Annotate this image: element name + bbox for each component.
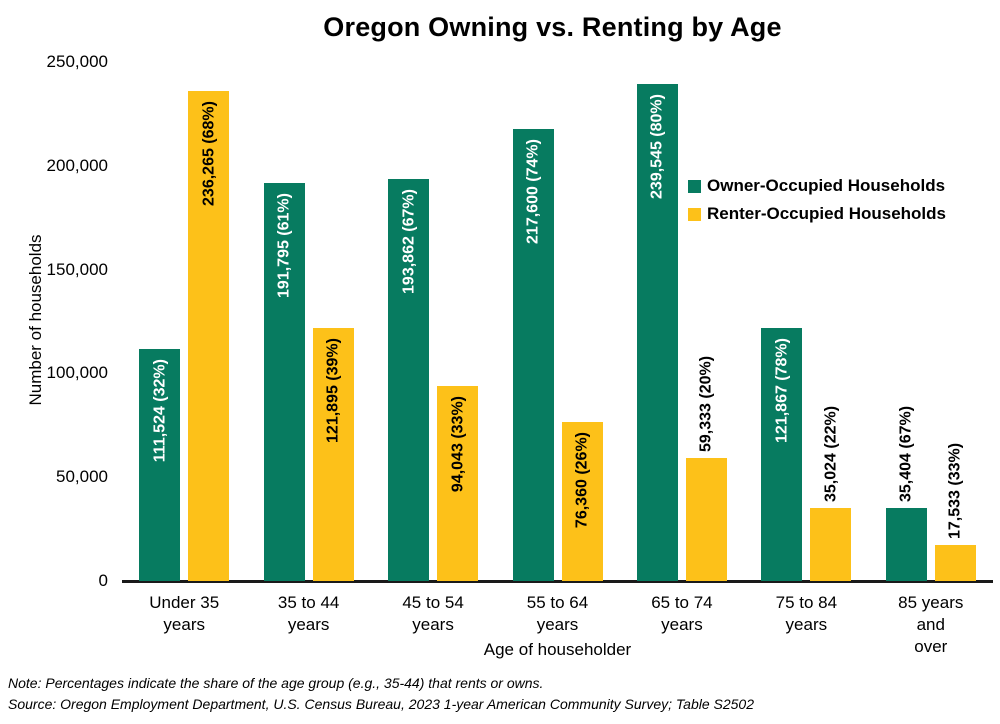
bar-label-renter-0: 236,265 (68%)	[200, 100, 218, 206]
legend-label-owner: Owner-Occupied Households	[707, 176, 946, 195]
bar-renter-3	[561, 422, 603, 581]
x-tick-label-2: 45 to 54 years	[402, 593, 464, 634]
bar-label-renter-4: 59,333 (20%)	[697, 355, 715, 452]
y-tick-label-150000: 150,000	[46, 259, 108, 279]
y-tick-label-200000: 200,000	[46, 155, 108, 175]
legend: Owner-Occupied Households Renter-Occupied…	[688, 176, 946, 232]
bar-label-renter-1: 121,895 (39%)	[324, 337, 342, 443]
legend-label-renter: Renter-Occupied Households	[707, 204, 946, 223]
x-tick-label-4: 65 to 74 years	[651, 593, 713, 634]
x-tick-label-6: 85 years and over	[898, 593, 964, 656]
legend-item-owner: Owner-Occupied Households	[688, 176, 946, 196]
bar-label-renter-5: 35,024 (22%)	[822, 406, 840, 503]
chart-title: Oregon Owning vs. Renting by Age	[323, 12, 782, 42]
bar-label-renter-3: 76,360 (26%)	[573, 432, 591, 529]
bar-renter-6	[934, 544, 976, 581]
bar-label-owner-0: 111,524 (32%)	[151, 359, 169, 463]
x-axis-title: Age of householder	[483, 640, 632, 659]
x-axis-line	[122, 580, 993, 583]
x-tick-label-1: 35 to 44 years	[277, 593, 340, 634]
bar-renter-0	[188, 90, 230, 581]
bar-label-owner-2: 193,862 (67%)	[400, 188, 418, 294]
bar-renter-5	[810, 508, 852, 581]
bar-renter-4	[685, 457, 727, 581]
y-tick-label-50000: 50,000	[56, 467, 108, 487]
footnotes: Note: Percentages indicate the share of …	[8, 673, 992, 715]
bar-owner-6	[885, 507, 927, 581]
bar-label-owner-4: 239,545 (80%)	[648, 93, 666, 199]
bar-owner-5	[761, 328, 803, 581]
bar-label-owner-6: 35,404 (67%)	[897, 405, 915, 502]
source-line: Source: Oregon Employment Department, U.…	[8, 696, 754, 712]
bar-label-renter-2: 94,043 (33%)	[449, 395, 467, 492]
bar-label-owner-5: 121,867 (78%)	[773, 338, 791, 443]
legend-item-renter: Renter-Occupied Households	[688, 204, 946, 224]
y-tick-label-250000: 250,000	[46, 52, 108, 71]
bar-renter-1	[312, 327, 354, 581]
bar-owner-4	[636, 83, 678, 581]
bar-owner-3	[512, 129, 554, 581]
note-line: Note: Percentages indicate the share of …	[8, 675, 544, 691]
x-tick-label-3: 55 to 64 years	[526, 593, 589, 634]
bar-owner-0	[139, 349, 181, 581]
bar-label-owner-1: 191,795 (61%)	[275, 192, 293, 298]
bar-label-renter-6: 17,533 (33%)	[946, 442, 964, 539]
y-tick-label-100000: 100,000	[46, 363, 108, 383]
x-tick-label-0: Under 35 years	[149, 593, 220, 634]
bar-label-owner-3: 217,600 (74%)	[524, 139, 542, 245]
bar-owner-1	[263, 182, 305, 581]
x-tick-label-5: 75 to 84 years	[775, 593, 838, 634]
y-tick-label-0: 0	[98, 571, 108, 590]
legend-swatch-renter	[688, 207, 701, 221]
bar-owner-2	[388, 178, 430, 581]
legend-swatch-owner	[688, 179, 701, 193]
bar-renter-2	[437, 385, 479, 581]
